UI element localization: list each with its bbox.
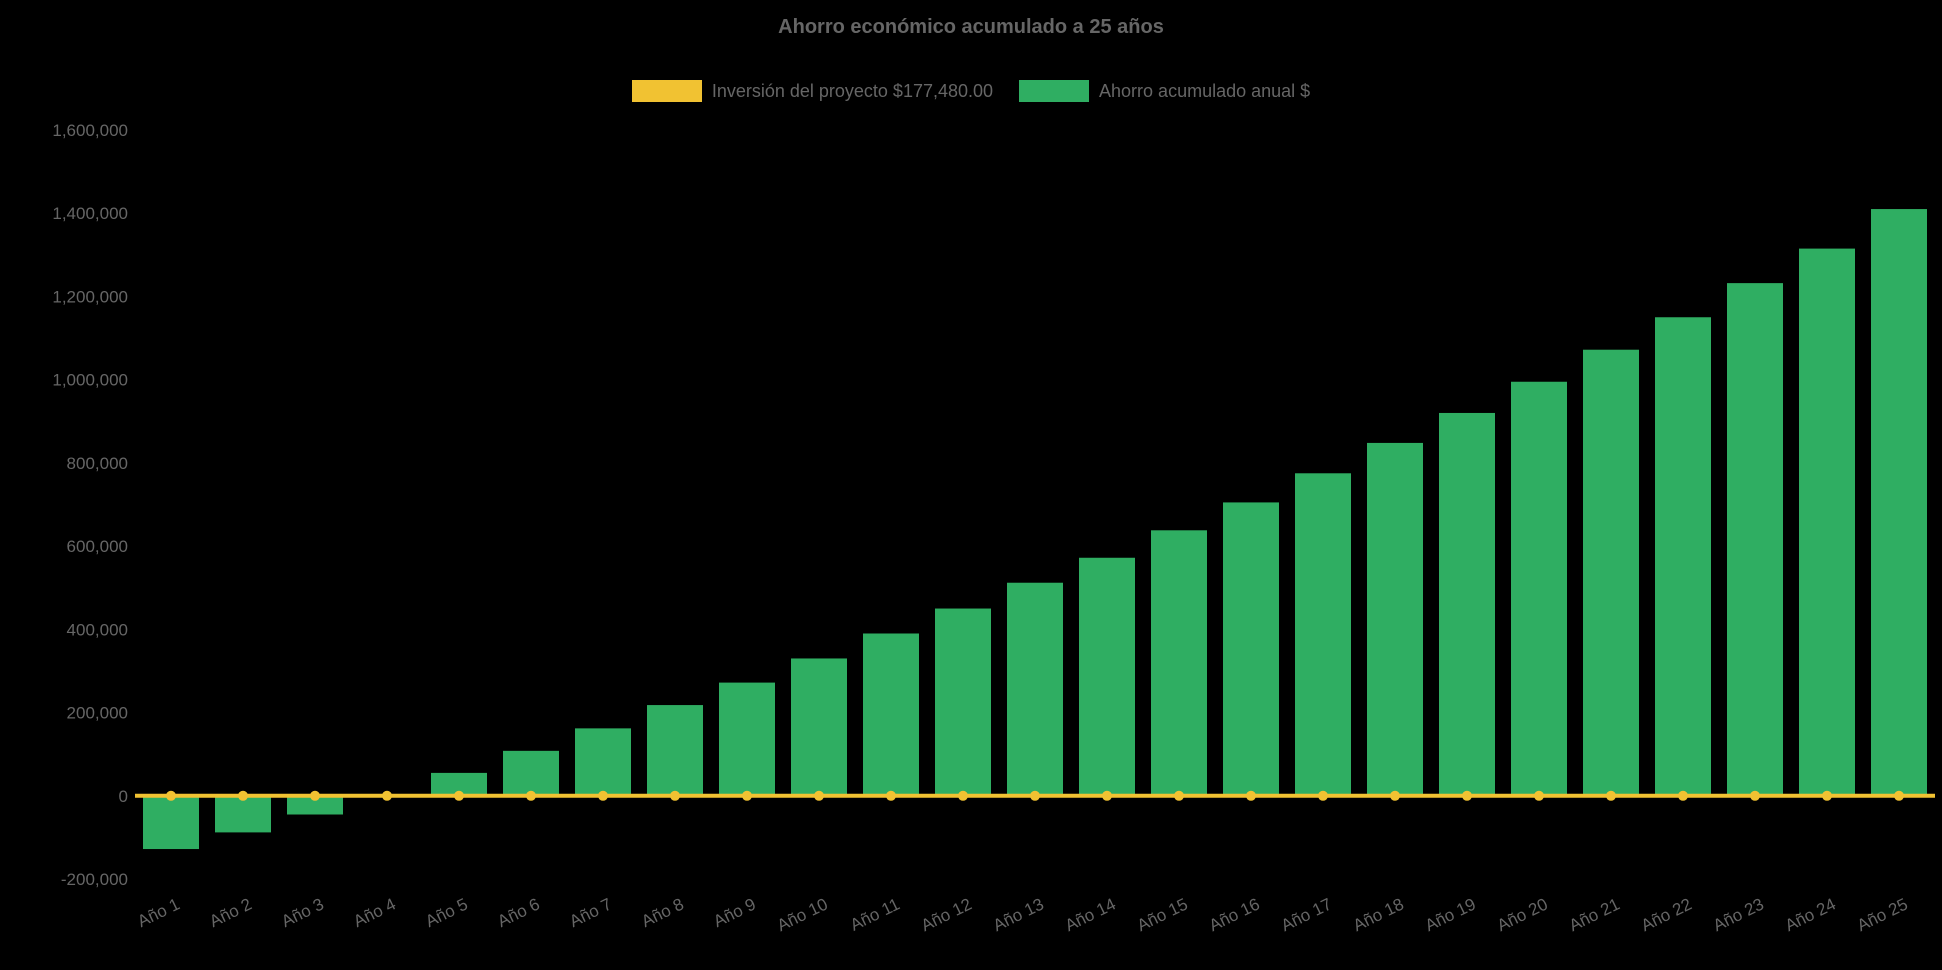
bar-anio-5[interactable] — [431, 772, 487, 796]
investment-point-anio-14[interactable] — [1102, 790, 1112, 801]
x-axis-label-anio-25: Año 25 — [1854, 895, 1911, 936]
x-axis-label-anio-1: Año 1 — [134, 895, 182, 932]
y-axis-tick: 600,000 — [67, 537, 128, 556]
y-axis-tick: 1,200,000 — [52, 287, 128, 306]
investment-point-anio-17[interactable] — [1318, 790, 1328, 801]
investment-point-anio-24[interactable] — [1822, 790, 1832, 801]
x-axis-label-anio-23: Año 23 — [1710, 895, 1767, 936]
y-axis-tick: -200,000 — [61, 870, 128, 889]
investment-swatch — [631, 80, 702, 102]
investment-point-anio-13[interactable] — [1030, 790, 1040, 801]
bar-anio-11[interactable] — [863, 633, 919, 796]
x-axis-label-anio-16: Año 16 — [1206, 895, 1263, 936]
bar-anio-8[interactable] — [647, 705, 703, 796]
investment-point-anio-1[interactable] — [166, 790, 176, 801]
chart-title: Ahorro económico acumulado a 25 años — [778, 16, 1164, 38]
investment-point-anio-4[interactable] — [382, 790, 392, 801]
legend-label-investment: Inversión del proyecto $177,480.00 — [711, 80, 994, 101]
x-axis-label-anio-9: Año 9 — [710, 895, 758, 932]
investment-point-anio-9[interactable] — [742, 790, 752, 801]
y-axis-tick: 1,600,000 — [52, 121, 128, 140]
bar-anio-19[interactable] — [1439, 412, 1495, 796]
x-axis-label-anio-15: Año 15 — [1134, 895, 1191, 936]
bar-anio-25[interactable] — [1871, 209, 1927, 796]
y-axis-tick: 1,000,000 — [52, 371, 128, 390]
x-axis-label-anio-2: Año 2 — [206, 895, 254, 932]
investment-point-anio-5[interactable] — [454, 790, 464, 801]
x-axis-label-anio-11: Año 11 — [847, 895, 903, 935]
bar-anio-6[interactable] — [503, 750, 559, 796]
investment-point-anio-3[interactable] — [310, 790, 320, 801]
investment-point-anio-22[interactable] — [1678, 790, 1688, 801]
investment-point-anio-20[interactable] — [1534, 790, 1544, 801]
investment-point-anio-15[interactable] — [1174, 790, 1184, 801]
x-axis-label-anio-13: Año 13 — [990, 895, 1047, 936]
investment-point-anio-2[interactable] — [238, 790, 248, 801]
x-axis-label-anio-7: Año 7 — [566, 895, 614, 932]
bar-anio-3[interactable] — [287, 795, 343, 815]
y-axis-tick: 200,000 — [67, 704, 128, 723]
bar-anio-17[interactable] — [1295, 473, 1351, 796]
bar-anio-18[interactable] — [1367, 442, 1423, 796]
bar-anio-14[interactable] — [1079, 557, 1135, 796]
investment-point-anio-25[interactable] — [1894, 790, 1904, 801]
bar-anio-24[interactable] — [1799, 248, 1855, 796]
bar-anio-12[interactable] — [935, 608, 991, 796]
investment-point-anio-18[interactable] — [1390, 790, 1400, 801]
x-axis-label-anio-6: Año 6 — [494, 895, 542, 932]
x-axis-label-anio-5: Año 5 — [422, 895, 470, 932]
investment-point-anio-19[interactable] — [1462, 790, 1472, 801]
x-axis-label-anio-8: Año 8 — [638, 895, 686, 932]
x-axis-label-anio-17: Año 17 — [1278, 895, 1335, 936]
investment-point-anio-12[interactable] — [958, 790, 968, 801]
investment-point-anio-8[interactable] — [670, 790, 680, 801]
y-axis-tick: 400,000 — [67, 620, 128, 639]
investment-point-anio-10[interactable] — [814, 790, 824, 801]
x-axis-label-anio-14: Año 14 — [1062, 895, 1119, 936]
bar-anio-10[interactable] — [791, 658, 847, 796]
y-axis-tick: 1,400,000 — [52, 204, 128, 223]
investment-point-anio-7[interactable] — [598, 790, 608, 801]
investment-point-anio-21[interactable] — [1606, 790, 1616, 801]
y-axis-tick: 800,000 — [67, 454, 128, 473]
bar-anio-23[interactable] — [1727, 283, 1783, 796]
legend-item-savings[interactable]: Ahorro acumulado anual $ — [1019, 80, 1310, 102]
x-axis-label-anio-19: Año 19 — [1422, 895, 1479, 936]
investment-point-anio-23[interactable] — [1750, 790, 1760, 801]
x-axis-label-anio-18: Año 18 — [1350, 895, 1407, 936]
bar-anio-16[interactable] — [1223, 502, 1279, 796]
x-axis-label-anio-20: Año 20 — [1494, 895, 1551, 936]
bar-anio-20[interactable] — [1511, 381, 1567, 796]
x-axis-label-anio-12: Año 12 — [918, 895, 975, 936]
investment-point-anio-6[interactable] — [526, 790, 536, 801]
bar-anio-7[interactable] — [575, 728, 631, 796]
bar-anio-21[interactable] — [1583, 349, 1639, 796]
bar-anio-2[interactable] — [215, 795, 271, 833]
y-axis-tick: 0 — [119, 787, 128, 806]
bar-anio-1[interactable] — [143, 795, 199, 850]
bar-anio-9[interactable] — [719, 682, 775, 796]
legend-label-savings: Ahorro acumulado anual $ — [1099, 80, 1311, 101]
x-axis-label-anio-3: Año 3 — [278, 895, 326, 932]
bar-anio-13[interactable] — [1007, 582, 1063, 796]
investment-point-anio-16[interactable] — [1246, 790, 1256, 801]
bar-anio-15[interactable] — [1151, 530, 1207, 796]
savings-swatch — [1019, 80, 1090, 102]
legend: Inversión del proyecto $177,480.00 Ahorr… — [0, 80, 1942, 102]
legend-item-investment[interactable]: Inversión del proyecto $177,480.00 — [631, 80, 994, 102]
x-axis-label-anio-24: Año 24 — [1782, 895, 1839, 936]
bar-anio-22[interactable] — [1655, 317, 1711, 796]
x-axis-label-anio-4: Año 4 — [350, 895, 398, 932]
x-axis-label-anio-10: Año 10 — [774, 895, 831, 936]
x-axis-label-anio-21: Año 21 — [1566, 895, 1623, 936]
investment-point-anio-11[interactable] — [886, 790, 896, 801]
x-axis-label-anio-22: Año 22 — [1638, 895, 1695, 936]
